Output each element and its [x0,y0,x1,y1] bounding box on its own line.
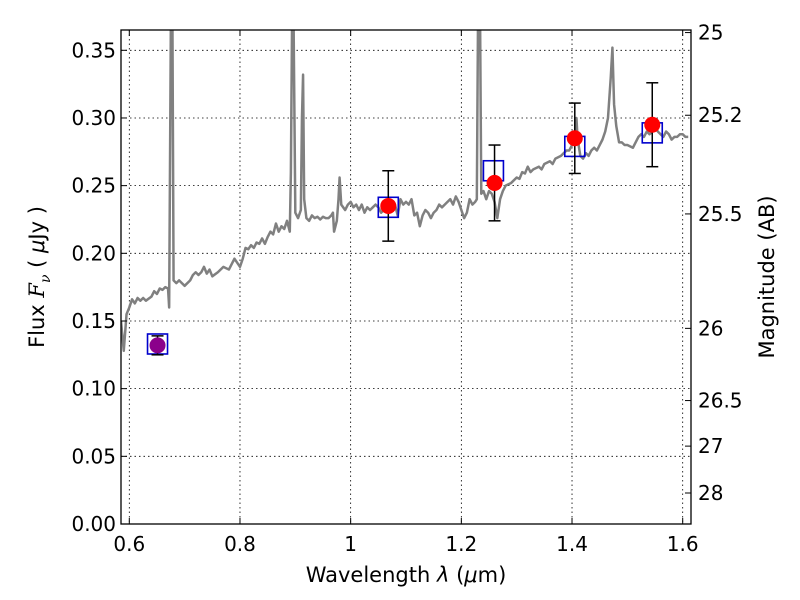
axis-ticks [121,30,691,525]
template-spectrum-line [121,30,689,353]
model-boxes [146,122,664,355]
observed-point [486,174,503,191]
right-tick-label: 25.5 [698,202,743,226]
right-tick-label: 25.2 [698,103,743,127]
x-tick-label: 1 [344,532,357,556]
right-tick-label: 26.5 [698,389,743,413]
x-tick-label: 1.4 [556,532,588,556]
right-tick-labels: 25 25.2 25.5 26 26.5 27 28 [698,21,743,505]
x-tick-label: 0.8 [224,532,256,556]
y-tick-label: 0.05 [71,444,116,468]
y-axis-label: Flux Fν ( μJy ) [25,206,54,348]
observed-point [566,130,583,147]
error-bars [151,82,659,356]
observed-points [149,116,661,354]
plot-frame [120,29,692,525]
right-tick-label: 28 [698,481,723,505]
y-tick-label: 0.30 [71,106,116,130]
right-axis-label: Magnitude (AB) [755,195,779,358]
y-tick-label: 0.00 [71,512,116,536]
x-tick-label: 0.6 [113,532,145,556]
observed-point [149,337,166,354]
grid-lines [121,30,691,525]
observed-point [644,116,661,133]
y-tick-label: 0.35 [71,38,116,62]
observed-point [380,197,397,214]
y-tick-label: 0.10 [71,377,116,401]
right-tick-label: 26 [698,316,723,340]
right-tick-label: 25 [698,21,723,45]
x-tick-label: 1.2 [445,532,477,556]
y-tick-labels: 0.00 0.05 0.10 0.15 0.20 0.25 0.30 0.35 [71,38,116,536]
right-tick-label: 27 [698,434,723,458]
plot-content [121,30,689,356]
x-axis-label: Wavelength λ (μm) [306,563,507,587]
x-tick-label: 1.6 [667,532,699,556]
x-tick-labels: 0.6 0.8 1 1.2 1.4 1.6 [113,532,698,556]
y-tick-label: 0.15 [71,309,116,333]
y-tick-label: 0.25 [71,174,116,198]
y-tick-label: 0.20 [71,241,116,265]
